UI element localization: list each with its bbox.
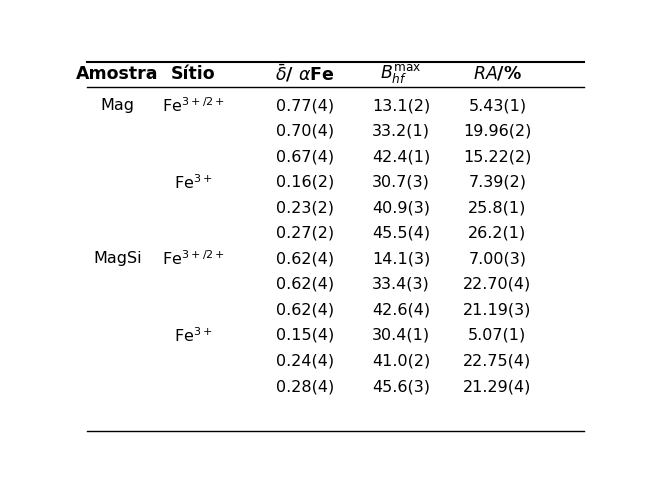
- Text: 30.4(1): 30.4(1): [372, 328, 430, 343]
- Text: 30.7(3): 30.7(3): [372, 175, 430, 190]
- Text: 0.67(4): 0.67(4): [276, 149, 334, 164]
- Text: MagSi: MagSi: [93, 251, 141, 266]
- Text: 45.5(4): 45.5(4): [372, 226, 430, 241]
- Text: 0.24(4): 0.24(4): [276, 353, 334, 368]
- Text: 0.62(4): 0.62(4): [276, 277, 334, 292]
- Text: $RA$/%: $RA$/%: [473, 64, 522, 82]
- Text: 45.6(3): 45.6(3): [372, 379, 430, 394]
- Text: 0.27(2): 0.27(2): [276, 226, 334, 241]
- Text: 13.1(2): 13.1(2): [372, 98, 430, 113]
- Text: 21.19(3): 21.19(3): [463, 303, 532, 317]
- Text: 0.23(2): 0.23(2): [276, 200, 334, 215]
- Text: Fe$^{3+}$: Fe$^{3+}$: [174, 326, 213, 345]
- Text: Fe$^{3+}$: Fe$^{3+}$: [174, 173, 213, 191]
- Text: 33.2(1): 33.2(1): [372, 123, 430, 139]
- Text: 19.96(2): 19.96(2): [463, 123, 532, 139]
- Text: 0.70(4): 0.70(4): [276, 123, 334, 139]
- Text: Amostra: Amostra: [76, 64, 158, 82]
- Text: $\bar{\delta}$/ $\alpha$Fe: $\bar{\delta}$/ $\alpha$Fe: [275, 63, 334, 84]
- Text: 0.62(4): 0.62(4): [276, 303, 334, 317]
- Text: 7.39(2): 7.39(2): [468, 175, 526, 190]
- Text: 15.22(2): 15.22(2): [463, 149, 532, 164]
- Text: Fe$^{3+/2+}$: Fe$^{3+/2+}$: [162, 249, 225, 268]
- Text: Sítio: Sítio: [171, 64, 216, 82]
- Text: 0.15(4): 0.15(4): [275, 328, 334, 343]
- Text: 26.2(1): 26.2(1): [468, 226, 526, 241]
- Text: 7.00(3): 7.00(3): [468, 251, 526, 266]
- Text: 42.4(1): 42.4(1): [372, 149, 430, 164]
- Text: 42.6(4): 42.6(4): [372, 303, 430, 317]
- Text: 21.29(4): 21.29(4): [463, 379, 532, 394]
- Text: 40.9(3): 40.9(3): [372, 200, 430, 215]
- Text: 41.0(2): 41.0(2): [372, 353, 430, 368]
- Text: 0.62(4): 0.62(4): [276, 251, 334, 266]
- Text: 22.75(4): 22.75(4): [463, 353, 532, 368]
- Text: 0.16(2): 0.16(2): [275, 175, 334, 190]
- Text: 33.4(3): 33.4(3): [372, 277, 430, 292]
- Text: Mag: Mag: [100, 98, 134, 113]
- Text: 5.07(1): 5.07(1): [468, 328, 526, 343]
- Text: $B_{hf}^{\mathrm{max}}$: $B_{hf}^{\mathrm{max}}$: [381, 62, 422, 85]
- Text: 5.43(1): 5.43(1): [468, 98, 526, 113]
- Text: Fe$^{3+/2+}$: Fe$^{3+/2+}$: [162, 96, 225, 115]
- Text: 0.77(4): 0.77(4): [276, 98, 334, 113]
- Text: 22.70(4): 22.70(4): [463, 277, 532, 292]
- Text: 14.1(3): 14.1(3): [372, 251, 430, 266]
- Text: 25.8(1): 25.8(1): [468, 200, 526, 215]
- Text: 0.28(4): 0.28(4): [275, 379, 334, 394]
